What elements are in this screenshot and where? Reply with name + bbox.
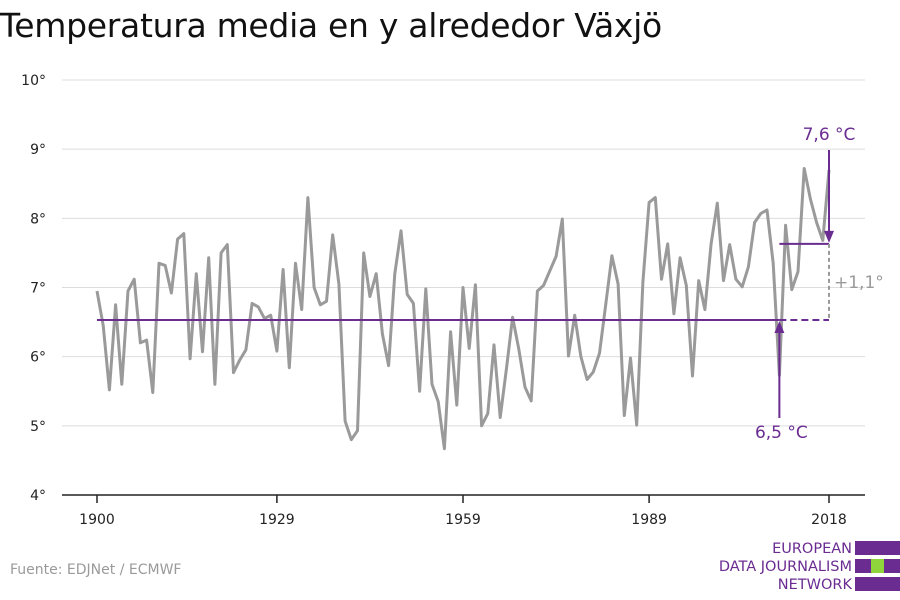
logo-bar-green	[871, 559, 884, 573]
annotation-recent-mean: 7,6 °C	[803, 125, 856, 145]
source-note: Fuente: EDJNet / ECMWF	[10, 562, 182, 578]
x-tick-label: 1900	[79, 512, 115, 528]
arrow-historical-head	[774, 321, 785, 334]
y-tick-label: 10°	[21, 73, 46, 89]
logo-bar-1	[855, 541, 900, 555]
x-tick-label: 1959	[445, 512, 481, 528]
arrow-recent-head	[824, 230, 834, 243]
edjnet-logo: EUROPEAN DATA JOURNALISM NETWORK	[710, 540, 900, 598]
x-axis-ticks: 1900 1929 1959 1989 2018	[79, 495, 847, 528]
x-tick-label: 1929	[259, 512, 295, 528]
y-tick-label: 7°	[30, 281, 46, 297]
x-tick-label: 1989	[631, 512, 667, 528]
annotation-difference: +1,1°	[834, 273, 884, 293]
logo-line-1: EUROPEAN	[772, 541, 852, 557]
annotations: 7,6 °C 6,5 °C +1,1°	[755, 125, 884, 443]
y-tick-label: 6°	[30, 350, 46, 366]
y-tick-label: 4°	[30, 488, 46, 504]
reference-lines	[97, 150, 834, 418]
series-line-temperature	[95, 167, 831, 451]
x-tick-label: 2018	[811, 512, 847, 528]
y-tick-label: 8°	[30, 211, 46, 227]
y-axis-ticks: 4° 5° 6° 7° 8° 9° 10°	[21, 73, 46, 504]
logo-line-2: DATA JOURNALISM	[718, 559, 852, 575]
y-tick-label: 5°	[30, 419, 46, 435]
grid-lines	[62, 79, 865, 427]
logo-bar-3	[855, 577, 900, 591]
y-tick-label: 9°	[30, 142, 46, 158]
chart-title: Temperatura media en y alrededor Växjö	[0, 6, 662, 45]
logo-line-3: NETWORK	[777, 577, 852, 593]
annotation-historical-mean: 6,5 °C	[755, 423, 808, 443]
